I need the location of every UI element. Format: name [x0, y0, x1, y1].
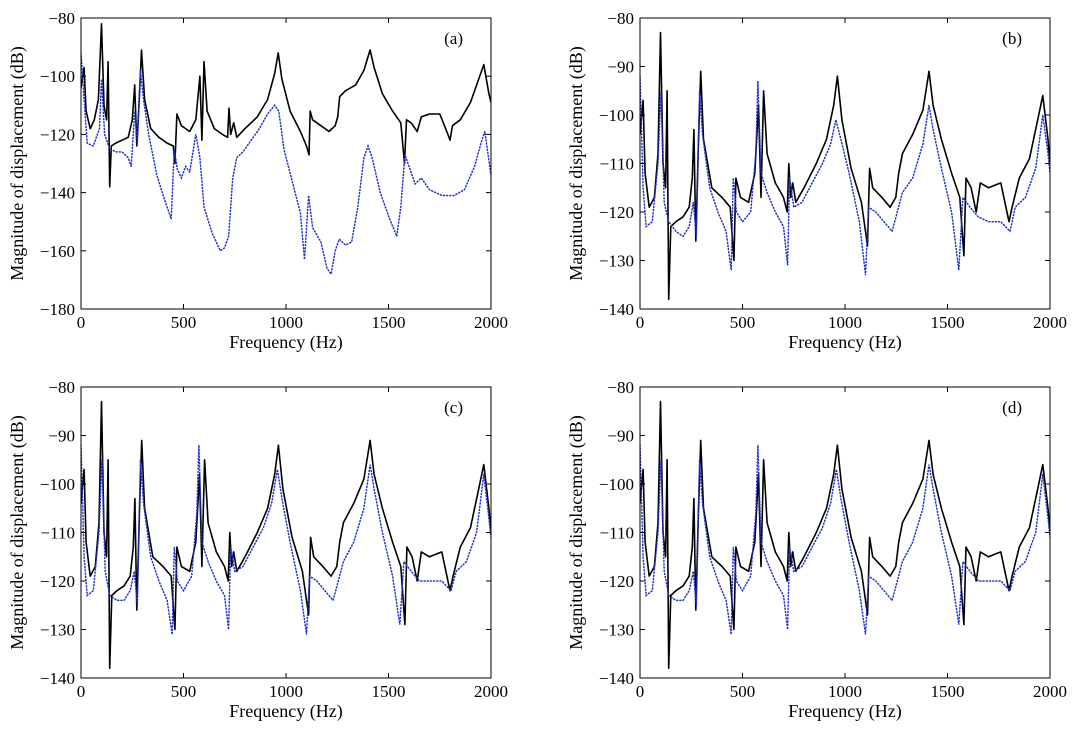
panel-label: (d) — [1002, 398, 1022, 417]
y-tick-label: −130 — [40, 621, 75, 640]
x-tick-label: 0 — [636, 682, 645, 701]
y-tick-label: −140 — [40, 669, 75, 688]
x-tick-label: 1000 — [269, 313, 303, 332]
chart-panel-3: 0 500 1000 1500 2000 −140 −130 −120 −110 −100 −90 −… — [7, 378, 508, 722]
y-tick-label: −140 — [599, 669, 634, 688]
y-tick-label: −110 — [41, 524, 75, 543]
x-tick-label: 2000 — [1033, 682, 1067, 701]
panel-label: (a) — [444, 29, 463, 48]
x-axis-label: Frequency (Hz) — [788, 332, 901, 353]
x-tick-label: 2000 — [1033, 313, 1067, 332]
y-tick-label: −90 — [607, 427, 634, 446]
y-tick-label: −120 — [599, 572, 634, 591]
y-tick-label: −160 — [40, 242, 75, 261]
y-tick-label: −120 — [40, 572, 75, 591]
y-tick-label: −80 — [607, 378, 634, 397]
axis-frame — [80, 386, 492, 679]
x-axis-label: Frequency (Hz) — [229, 332, 342, 353]
y-tick-label: −90 — [607, 58, 634, 77]
y-tick-label: −80 — [48, 9, 75, 28]
y-tick-label: −140 — [599, 300, 634, 319]
x-tick-label: 1000 — [828, 313, 862, 332]
y-tick-label: −140 — [40, 184, 75, 203]
series-line-solid — [640, 400, 1050, 670]
x-axis-label: Frequency (Hz) — [788, 701, 901, 722]
y-axis-label: Magnitude of displacement (dB) — [7, 46, 28, 280]
chart-panel-2: 0 500 1000 1500 2000 −140 −130 −120 −110 −100 −90 −… — [566, 9, 1067, 353]
y-tick-label: −130 — [599, 621, 634, 640]
y-tick-label: −100 — [40, 475, 75, 494]
y-axis-label: Magnitude of displacement (dB) — [7, 415, 28, 649]
chart-panel-1: 0 500 1000 1500 2000 −180 −160 −140 −120 −100 −80 F… — [7, 9, 508, 353]
series-line-solid — [81, 23, 491, 188]
chart-panel-4: 0 500 1000 1500 2000 −140 −130 −120 −110 −100 −90 −… — [566, 378, 1067, 722]
x-tick-label: 500 — [171, 682, 197, 701]
x-tick-label: 2000 — [474, 313, 508, 332]
plot-area — [640, 31, 1050, 301]
y-tick-label: −100 — [599, 475, 634, 494]
y-tick-label: −120 — [40, 125, 75, 144]
x-tick-label: 0 — [636, 313, 645, 332]
x-axis-label: Frequency (Hz) — [229, 701, 342, 722]
y-tick-label: −100 — [599, 106, 634, 125]
series-line-solid — [640, 31, 1050, 301]
x-tick-label: 1000 — [828, 682, 862, 701]
x-tick-label: 500 — [171, 313, 197, 332]
y-tick-label: −90 — [48, 427, 75, 446]
series-line-solid — [81, 400, 491, 670]
y-tick-label: −110 — [600, 524, 634, 543]
y-tick-label: −130 — [599, 252, 634, 271]
y-axis-label: Magnitude of displacement (dB) — [566, 415, 587, 649]
y-tick-label: −80 — [48, 378, 75, 397]
x-tick-label: 1500 — [931, 682, 965, 701]
x-tick-label: 1500 — [372, 313, 406, 332]
x-tick-label: 500 — [730, 682, 756, 701]
x-tick-label: 1500 — [372, 682, 406, 701]
y-tick-label: −100 — [40, 67, 75, 86]
plot-area — [81, 400, 491, 670]
y-tick-label: −80 — [607, 9, 634, 28]
plot-area — [81, 23, 491, 277]
x-tick-label: 500 — [730, 313, 756, 332]
y-tick-label: −180 — [40, 300, 75, 319]
x-tick-label: 0 — [77, 682, 86, 701]
series-line-dotted — [81, 52, 491, 277]
panel-label: (c) — [444, 398, 463, 417]
series-line-dotted — [640, 75, 1050, 276]
series-line-dotted — [640, 444, 1050, 635]
x-tick-label: 0 — [77, 313, 86, 332]
x-tick-label: 2000 — [474, 682, 508, 701]
y-tick-label: −110 — [600, 155, 634, 174]
plot-area — [640, 400, 1050, 670]
y-tick-label: −120 — [599, 203, 634, 222]
axis-frame — [639, 386, 1051, 679]
y-axis-label: Magnitude of displacement (dB) — [566, 46, 587, 280]
axis-frame — [639, 17, 1051, 310]
x-tick-label: 1500 — [931, 313, 965, 332]
x-tick-label: 1000 — [269, 682, 303, 701]
series-line-dotted — [81, 444, 491, 635]
panel-label: (b) — [1002, 29, 1022, 48]
